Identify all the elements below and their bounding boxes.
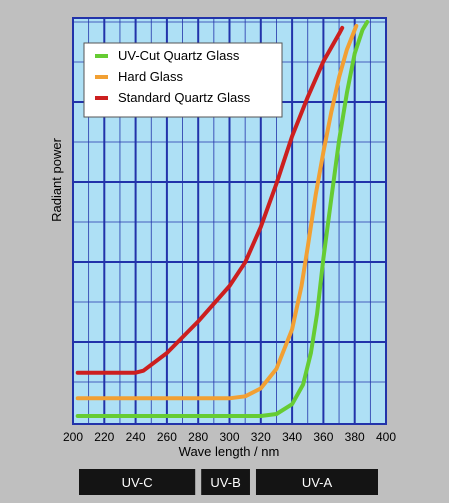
legend: UV-Cut Quartz Glass Hard Glass Standard Qu… (83, 42, 283, 118)
uv-band (79, 469, 196, 495)
series-curves (75, 20, 370, 418)
legend-label: Hard Glass (118, 69, 184, 84)
x-tick-label: 340 (282, 430, 302, 444)
x-tick-label: 300 (219, 430, 239, 444)
x-axis-label: Wave length / nm (179, 444, 280, 459)
uv-band-label: UV-A (302, 475, 333, 490)
series-line (75, 23, 359, 401)
legend-label: UV-Cut Quartz Glass (118, 48, 240, 63)
legend-label: Standard Quartz Glass (118, 90, 251, 105)
x-tick-labels: 200 220 240 260 280 300 320 340 360 380 400 (63, 430, 396, 444)
y-axis-label: Radiant power (49, 137, 64, 221)
x-tick-label: 320 (251, 430, 271, 444)
x-tick-label: 380 (345, 430, 365, 444)
uv-band (255, 469, 378, 495)
series-line (75, 25, 345, 375)
x-tick-label: 220 (94, 430, 114, 444)
x-tick-label: 360 (313, 430, 333, 444)
x-tick-label: 260 (157, 430, 177, 444)
series-line (75, 20, 370, 418)
uv-band-label: UV-B (210, 475, 240, 490)
legend-box (83, 42, 283, 118)
x-tick-label: 280 (188, 430, 208, 444)
uv-band-bar: UV-C UV-B UV-A (79, 469, 378, 495)
uv-band (201, 469, 250, 495)
uv-band-label: UV-C (122, 475, 153, 490)
x-tick-label: 200 (63, 430, 83, 444)
x-tick-label: 400 (376, 430, 396, 444)
plot-border (72, 17, 387, 425)
x-tick-label: 240 (126, 430, 146, 444)
